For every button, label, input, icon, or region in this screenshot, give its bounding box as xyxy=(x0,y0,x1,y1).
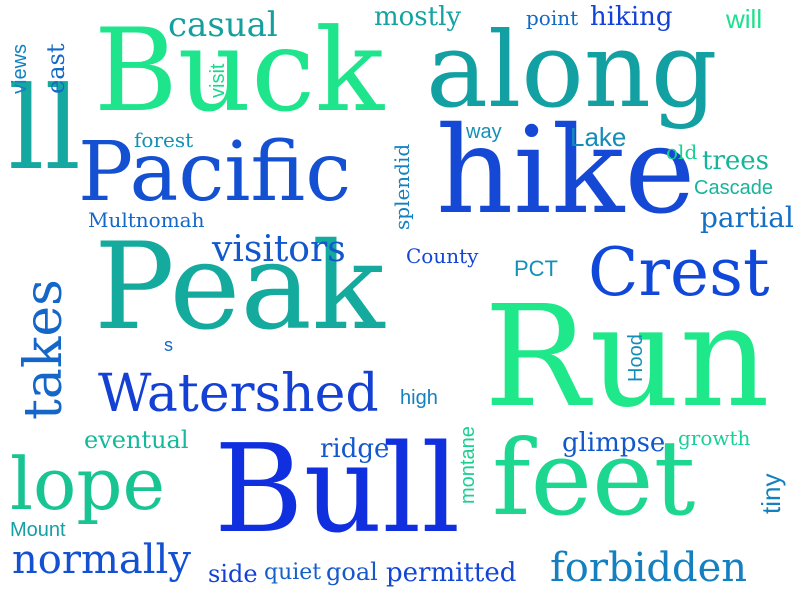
word-multnomah: Multnomah xyxy=(88,208,205,232)
word-ridge: ridge xyxy=(320,434,390,464)
word-point: point xyxy=(526,6,579,30)
word-pct: PCT xyxy=(514,256,558,281)
word-side: side xyxy=(208,560,258,588)
word-hiking: hiking xyxy=(590,2,673,32)
word-growth: growth xyxy=(678,426,751,450)
word-forest: forest xyxy=(134,128,194,152)
word-montane: montane xyxy=(457,426,479,504)
word-feet: feet xyxy=(492,417,696,539)
word-views: views xyxy=(9,43,31,94)
word-s: s xyxy=(164,335,173,355)
word-visit: visit xyxy=(207,63,229,98)
word-trees: trees xyxy=(702,146,769,176)
word-lake: Lake xyxy=(570,122,627,152)
word-will: will xyxy=(726,4,763,34)
word-takes: takes xyxy=(14,279,74,420)
word-visitors: visitors xyxy=(212,229,346,270)
word-old: old xyxy=(666,140,698,164)
word-along: along xyxy=(426,9,718,131)
word-normally: normally xyxy=(12,537,191,583)
word-casual: casual xyxy=(168,5,278,45)
word-goal: goal xyxy=(326,558,378,586)
word-east: east xyxy=(42,43,70,94)
word-partial: partial xyxy=(700,201,794,234)
word-splendid: splendid xyxy=(390,143,414,230)
word-run: Run xyxy=(484,276,770,439)
word-quiet: quiet xyxy=(264,560,322,585)
word-county: County xyxy=(406,244,479,268)
word-cascade: Cascade xyxy=(694,177,773,199)
word-permitted: permitted xyxy=(386,558,517,588)
word-hike: hike xyxy=(436,102,696,241)
word-bull: Bull xyxy=(214,418,461,560)
word-high: high xyxy=(400,387,438,409)
word-forbidden: forbidden xyxy=(550,545,748,591)
word-way: way xyxy=(466,121,502,143)
word-mostly: mostly xyxy=(374,2,462,32)
word-tiny: tiny xyxy=(756,473,786,514)
word-ll: ll xyxy=(8,62,81,195)
word-peak: Peak xyxy=(94,218,385,357)
word-mount: Mount xyxy=(10,519,66,541)
word-watershed: Watershed xyxy=(98,364,379,424)
word-crest: Crest xyxy=(588,234,770,311)
word-pacific: Pacific xyxy=(78,125,352,220)
word-eventual: eventual xyxy=(84,426,189,454)
word-buck: Buck xyxy=(94,4,385,137)
word-glimpse: glimpse xyxy=(562,428,666,458)
word-lope: lope xyxy=(10,442,166,526)
word-hood: Hood xyxy=(625,334,647,382)
